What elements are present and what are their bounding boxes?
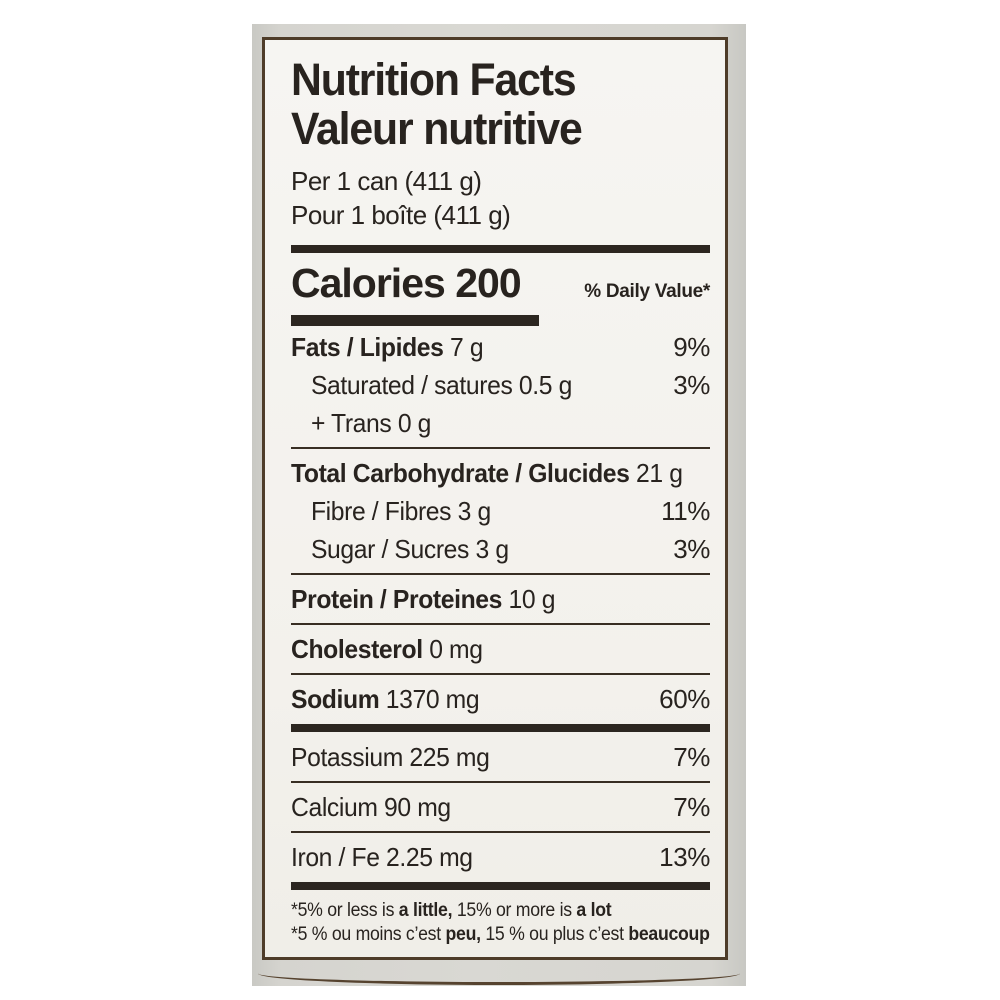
product-label-photo: Nutrition Facts Valeur nutritive Per 1 c… bbox=[252, 24, 746, 986]
footnote-segment-bold: peu, bbox=[445, 924, 481, 945]
nutrient-name: Iron / Fe 2.25 mg bbox=[291, 842, 473, 872]
footnote-segment: 15 % ou plus c’est bbox=[480, 924, 629, 945]
nutrient-amount: 21 g bbox=[629, 458, 683, 488]
nutrient-name-bold: Cholesterol bbox=[291, 634, 423, 664]
next-panel-edge bbox=[258, 962, 740, 985]
calories-value: 200 bbox=[455, 260, 521, 306]
footnote-english: *5% or less is a little, 15% or more is … bbox=[291, 899, 681, 923]
serving-size-french: Pour 1 boîte (411 g) bbox=[291, 200, 511, 230]
nutrient-row-calcium: Calcium 90 mg 7% bbox=[291, 788, 710, 826]
nutrient-name-bold: Protein / Proteines bbox=[291, 584, 503, 614]
title-french: Valeur nutritive bbox=[291, 103, 583, 154]
divider-thin bbox=[291, 623, 710, 625]
footnote-segment: *5 % ou moins c’est bbox=[291, 924, 446, 945]
nutrient-amount: Sugar / Sucres 3 g bbox=[310, 534, 509, 564]
divider-thin bbox=[291, 573, 710, 575]
nutrient-row-potassium: Potassium 225 mg 7% bbox=[291, 738, 710, 776]
nutrient-name: Fibre / Fibres 3 g bbox=[291, 496, 491, 526]
nutrient-name: Saturated / satures 0.5 g bbox=[291, 370, 572, 400]
nutrient-percent: 7% bbox=[673, 792, 710, 822]
divider-thin bbox=[291, 447, 710, 449]
nutrient-name: Total Carbohydrate / Glucides 21 g bbox=[291, 458, 683, 488]
nutrient-percent: 3% bbox=[673, 370, 710, 400]
serving-size-block: Per 1 can (411 g) Pour 1 boîte (411 g) bbox=[291, 164, 710, 232]
footnote-segment-bold: beaucoup bbox=[628, 924, 710, 945]
footnote-french: *5 % ou moins c’est peu, 15 % ou plus c’… bbox=[291, 923, 710, 947]
nutrient-amount: 10 g bbox=[502, 584, 556, 614]
nutrient-amount: + Trans 0 g bbox=[310, 408, 432, 438]
nutrient-amount: Saturated / satures 0.5 g bbox=[310, 370, 572, 400]
nutrient-amount: Potassium 225 mg bbox=[291, 742, 490, 772]
nutrient-row-cholesterol: Cholesterol 0 mg bbox=[291, 630, 710, 668]
nutrient-percent: 13% bbox=[659, 842, 710, 872]
nutrient-name: Sodium 1370 mg bbox=[291, 684, 480, 714]
nutrient-amount: 0 mg bbox=[422, 634, 483, 664]
nutrient-row-protein: Protein / Proteines 10 g bbox=[291, 580, 710, 618]
nutrient-name: Potassium 225 mg bbox=[291, 742, 490, 772]
calories-label-and-value: Calories 200 bbox=[291, 260, 522, 307]
nutrient-row-sugar: Sugar / Sucres 3 g 3% bbox=[291, 530, 710, 568]
footnote-segment-bold: a little, bbox=[398, 900, 453, 921]
nutrient-row-iron: Iron / Fe 2.25 mg 13% bbox=[291, 838, 710, 876]
nutrient-row-carbohydrate: Total Carbohydrate / Glucides 21 g bbox=[291, 454, 710, 492]
nutrient-rows: Fats / Lipides 7 g 9% Saturated / sature… bbox=[291, 328, 710, 890]
divider-thick bbox=[291, 724, 710, 732]
serving-size-english: Per 1 can (411 g) bbox=[291, 166, 482, 196]
nutrient-name: Cholesterol 0 mg bbox=[291, 634, 483, 664]
nutrient-row-fibre: Fibre / Fibres 3 g 11% bbox=[291, 492, 710, 530]
daily-value-header: % Daily Value* bbox=[584, 281, 710, 302]
nutrient-row-fats: Fats / Lipides 7 g 9% bbox=[291, 328, 710, 366]
nutrient-percent: 9% bbox=[673, 332, 710, 362]
footnote-segment: 15% or more is bbox=[452, 900, 577, 921]
calories-row: Calories 200 % Daily Value* bbox=[291, 260, 710, 307]
nutrition-facts-panel: Nutrition Facts Valeur nutritive Per 1 c… bbox=[262, 37, 728, 960]
nutrient-name-bold: Fats / Lipides bbox=[291, 332, 444, 362]
nutrient-percent: 7% bbox=[673, 742, 710, 772]
divider-thick bbox=[291, 882, 710, 890]
divider-top-heavy bbox=[291, 245, 710, 253]
nutrient-amount: Calcium 90 mg bbox=[291, 792, 451, 822]
divider-thin bbox=[291, 781, 710, 783]
nutrient-name-bold: Total Carbohydrate / Glucides bbox=[291, 458, 630, 488]
nutrient-name: Calcium 90 mg bbox=[291, 792, 451, 822]
nutrient-name: Protein / Proteines 10 g bbox=[291, 584, 555, 614]
calories-label: Calories bbox=[291, 260, 446, 306]
divider-thin bbox=[291, 831, 710, 833]
footnote-segment-bold: a lot bbox=[576, 900, 612, 921]
title-english: Nutrition Facts bbox=[291, 54, 577, 105]
nutrient-name: Sugar / Sucres 3 g bbox=[291, 534, 509, 564]
nutrient-name: Fats / Lipides 7 g bbox=[291, 332, 484, 362]
footnote-segment: *5% or less is bbox=[291, 900, 399, 921]
nutrient-amount: Iron / Fe 2.25 mg bbox=[291, 842, 473, 872]
nutrient-percent: 3% bbox=[673, 534, 710, 564]
nutrient-percent: 60% bbox=[659, 684, 710, 714]
nutrient-name: + Trans 0 g bbox=[291, 408, 431, 438]
footnotes: *5% or less is a little, 15% or more is … bbox=[291, 899, 710, 947]
nutrient-row-sodium: Sodium 1370 mg 60% bbox=[291, 680, 710, 718]
nutrient-row-trans: + Trans 0 g bbox=[291, 404, 710, 442]
calories-underline-bar bbox=[291, 315, 539, 326]
nutrient-amount: Fibre / Fibres 3 g bbox=[310, 496, 491, 526]
nutrient-amount: 7 g bbox=[443, 332, 484, 362]
nutrient-amount: 1370 mg bbox=[379, 684, 480, 714]
nutrient-name-bold: Sodium bbox=[291, 684, 380, 714]
nutrient-percent: 11% bbox=[661, 496, 710, 526]
divider-thin bbox=[291, 673, 710, 675]
nutrient-row-saturated: Saturated / satures 0.5 g 3% bbox=[291, 366, 710, 404]
